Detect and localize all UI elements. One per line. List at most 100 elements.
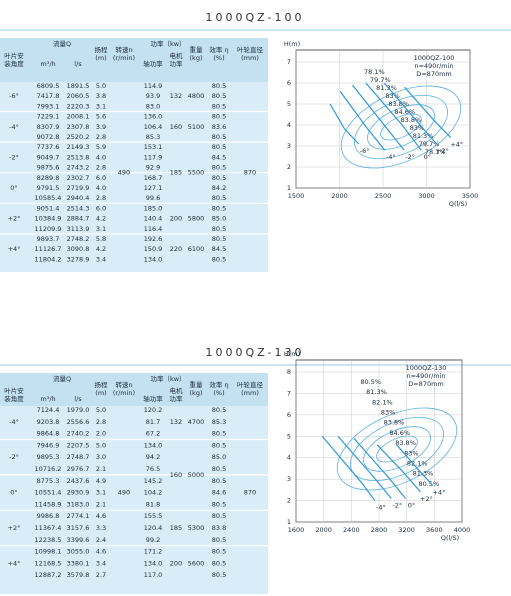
table-cell: 120.2 [144, 406, 163, 414]
motor-power-cell: 200 [170, 215, 182, 223]
y-tick-label: 6 [287, 411, 291, 419]
table-cell: 120.4 [144, 524, 163, 532]
table-header: 装角度 [4, 59, 24, 68]
table-cell: 80.5 [212, 536, 226, 544]
motor-power-cell: 200 [170, 559, 182, 567]
efficiency-label: 81.3% [413, 470, 434, 478]
table-cell: 1979.0 [67, 406, 90, 414]
table-cell: 80.5 [212, 255, 226, 263]
hq-curve [329, 103, 360, 145]
table-cell: 3380.1 [67, 559, 90, 567]
angle-cell: +2° [8, 215, 21, 223]
table-cell: 9875.6 [37, 164, 60, 172]
table-cell: 7737.6 [37, 143, 60, 151]
table-cell: 80.5 [212, 465, 226, 473]
x-tick-label: 2000 [315, 526, 332, 534]
table-cell: 134.0 [144, 559, 163, 567]
table-cell: 150.9 [144, 245, 163, 253]
table-cell: 9986.8 [37, 512, 60, 520]
x-tick-label: 2400 [343, 526, 360, 534]
efficiency-label: 78.1% [364, 68, 385, 76]
table-header: 轴功率 [143, 394, 163, 403]
table-cell: 80.5 [212, 82, 226, 90]
table-cell: 5.8 [96, 235, 106, 243]
table-cell: 4.2 [96, 215, 106, 223]
table-cell: 9895.3 [37, 453, 60, 461]
table-cell: 3.1 [96, 225, 106, 233]
chart-info: D=870mm [416, 70, 452, 78]
table-cell: 4.6 [96, 512, 106, 520]
table-cell: 11367.4 [35, 524, 62, 532]
angle-cell: +4° [8, 559, 21, 567]
table-cell: 192.6 [144, 235, 163, 243]
table-cell: 5.0 [96, 406, 106, 414]
table-cell: 2.7 [96, 571, 106, 579]
table-cell: 2302.7 [67, 174, 90, 182]
table-cell: 10998.1 [35, 548, 62, 556]
table-header: 转速n [115, 45, 132, 54]
table-header-bg [0, 38, 268, 82]
table-cell: 127.1 [144, 184, 163, 192]
table-cell: 2719.9 [67, 184, 90, 192]
table-cell: 85.0 [212, 453, 226, 461]
table-cell: 2556.6 [67, 418, 90, 426]
table-cell: 12887.2 [35, 571, 62, 579]
curve-label: +4° [450, 141, 463, 149]
table-cell: 99.2 [146, 536, 160, 544]
table-cell: 81.7 [146, 418, 160, 426]
table-cell: 117.0 [144, 571, 163, 579]
diameter-cell: 870 [244, 169, 256, 177]
section-title: 1000QZ-100 [206, 11, 305, 24]
hq-curve [404, 86, 452, 139]
table-cell: 2884.7 [67, 215, 90, 223]
table-cell: 4.6 [96, 548, 106, 556]
table-cell: 9791.5 [37, 184, 60, 192]
table-cell: 80.5 [212, 143, 226, 151]
x-tick-label: 1500 [288, 192, 305, 200]
efficiency-contour [349, 416, 445, 482]
table-cell: 3.0 [96, 453, 106, 461]
x-tick-label: 3500 [462, 192, 479, 200]
table-cell: 85.0 [212, 215, 226, 223]
angle-cell: -4° [9, 418, 19, 426]
hq-curve [321, 435, 376, 501]
motor-power-cell: 160 [170, 471, 182, 479]
efficiency-contour [376, 435, 418, 463]
efficiency-label: 83% [385, 92, 399, 100]
efficiency-label: 79.7% [370, 76, 391, 84]
angle-cell: +4° [8, 245, 21, 253]
efficiency-label: 83.8% [384, 419, 405, 427]
table-cell: 8307.9 [37, 123, 60, 131]
table-cell: 7229.1 [37, 113, 60, 121]
table-cell: 3.1 [96, 102, 106, 110]
speed-cell: 490 [118, 489, 130, 497]
table-cell: 11126.7 [35, 245, 62, 253]
curve-label: +2° [436, 147, 449, 155]
table-cell: 83.6 [212, 123, 226, 131]
table-cell: 80.5 [212, 174, 226, 182]
table-cell: 9072.8 [37, 133, 60, 141]
table-cell: 155.5 [144, 512, 163, 520]
table-cell: 106.4 [144, 123, 163, 131]
efficiency-contour [336, 407, 458, 491]
curve-label: -6° [360, 147, 370, 155]
angle-cell: 0° [10, 489, 17, 497]
table-cell: 3.3 [96, 524, 106, 532]
table-cell: 171.2 [144, 548, 163, 556]
weight-cell: 5600 [188, 559, 205, 567]
table-cell: 2748.7 [67, 453, 90, 461]
y-axis-label: H(m) [284, 350, 300, 358]
efficiency-label: 84.6% [389, 429, 410, 437]
weight-cell: 4700 [188, 418, 205, 426]
table-cell: 3090.8 [67, 245, 90, 253]
table-cell: 80.5 [212, 92, 226, 100]
motor-power-cell: 132 [170, 418, 182, 426]
table-cell: 134.0 [144, 441, 163, 449]
table-cell: 80.5 [212, 235, 226, 243]
y-tick-label: 2 [287, 163, 291, 171]
section-title: 1000QZ-130 [206, 346, 305, 359]
table-header: (mm) [241, 389, 259, 397]
table-header: (r/min) [113, 389, 135, 397]
efficiency-contour [340, 85, 462, 169]
table-header: (r/min) [113, 54, 135, 62]
